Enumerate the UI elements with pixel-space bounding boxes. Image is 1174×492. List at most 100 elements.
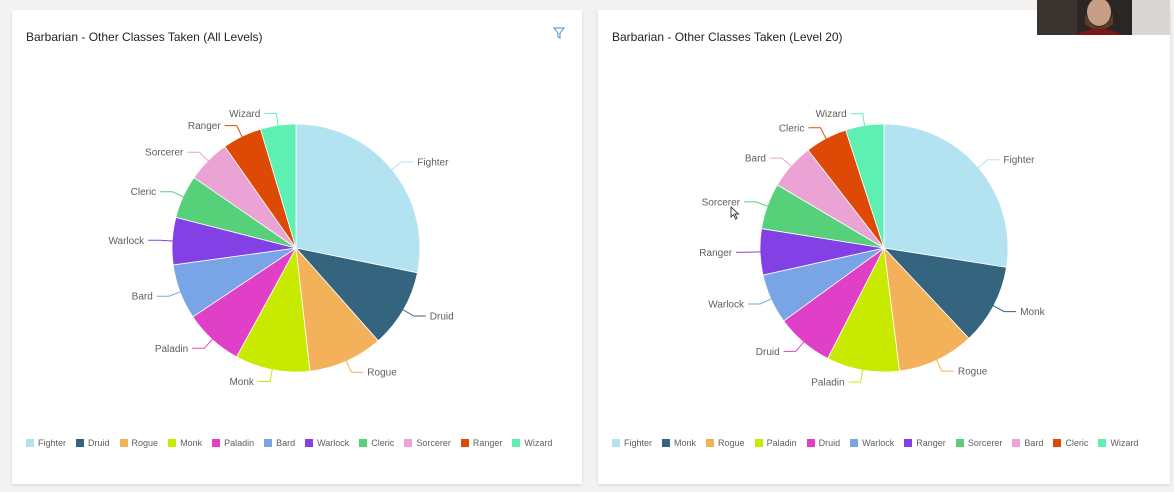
legend-item[interactable]: Warlock (305, 438, 349, 448)
legend-label: Bard (1024, 438, 1044, 448)
legend-item[interactable]: Warlock (850, 438, 894, 448)
slice-label: Druid (430, 312, 454, 323)
legend-item[interactable]: Druid (806, 438, 841, 448)
slice-label: Paladin (155, 344, 188, 355)
leader-line (156, 290, 183, 297)
webcam-video (1037, 0, 1170, 35)
legend-item[interactable]: Sorcerer (955, 438, 1003, 448)
leader-line (160, 191, 186, 198)
legend-label: Monk (674, 438, 697, 448)
legend-item[interactable]: Ranger (904, 438, 946, 448)
chart-legend: Fighter Monk Rogue Paladin Druid Warlock Range… (612, 436, 1148, 450)
legend-label: Sorcerer (967, 438, 1003, 448)
chart-panel-level-20[interactable]: Barbarian - Other Classes Taken (Level 2… (598, 10, 1170, 484)
leader-line (744, 201, 770, 208)
leader-line (148, 239, 175, 242)
legend-swatch (26, 439, 34, 447)
legend-item[interactable]: Wizard (1098, 438, 1138, 448)
legend-label: Fighter (38, 438, 67, 448)
webcam-overlay (1037, 0, 1170, 35)
legend-swatch (850, 439, 859, 447)
slice-label: Ranger (699, 248, 732, 259)
pie-chart: Fighter Druid Rogue Monk Paladin Bard Warlock C… (108, 109, 454, 388)
legend-item[interactable]: Rogue (706, 438, 745, 448)
legend-swatch (662, 439, 671, 447)
legend-label: Fighter (624, 438, 653, 448)
legend-swatch (76, 439, 85, 447)
slice-label: Fighter (1003, 155, 1035, 166)
legend-item[interactable]: Monk (168, 438, 202, 448)
slice-label: Cleric (779, 123, 805, 134)
legend-item[interactable]: Bard (264, 438, 295, 448)
legend-label: Rogue (718, 438, 745, 448)
legend-item[interactable]: Cleric (359, 438, 394, 448)
legend-item[interactable]: Bard (1012, 438, 1043, 448)
legend-item[interactable]: Ranger (460, 438, 502, 448)
legend-label: Druid (818, 438, 841, 448)
legend-label: Cleric (1065, 438, 1089, 448)
slice-label: Fighter (417, 158, 449, 169)
leader-line (345, 359, 364, 373)
leader-line (187, 151, 210, 163)
legend-item[interactable]: Druid (76, 438, 110, 448)
filter-icon[interactable] (552, 26, 566, 40)
legend-item[interactable]: Sorcerer (404, 438, 451, 448)
slice-label: Monk (229, 377, 254, 388)
legend-swatch (119, 439, 128, 447)
slice-label: Warlock (108, 236, 145, 247)
mouse-cursor-icon (730, 206, 740, 220)
legend-swatch (1053, 439, 1062, 447)
legend-swatch (168, 439, 177, 447)
legend-item[interactable]: Wizard (512, 438, 552, 448)
leader-line (224, 125, 244, 139)
leader-line (736, 251, 763, 253)
slice-label: Bard (745, 154, 766, 165)
legend-item[interactable]: Paladin (754, 438, 797, 448)
legend-label: Wizard (1110, 438, 1139, 448)
leader-line (192, 337, 214, 349)
legend-swatch (706, 439, 715, 447)
legend-label: Wizard (524, 438, 553, 448)
chart-legend: Fighter Druid Rogue Monk Paladin Bard Warlock C… (26, 436, 562, 450)
legend-swatch (904, 439, 913, 447)
slice-label: Wizard (229, 109, 260, 120)
legend-swatch (264, 439, 273, 447)
slice-label: Rogue (367, 368, 397, 379)
legend-swatch (955, 439, 964, 447)
pie-slice[interactable] (883, 123, 1009, 268)
leader-line (935, 358, 954, 372)
legend-item[interactable]: Fighter (612, 438, 652, 448)
chart-title: Barbarian - Other Classes Taken (All Lev… (26, 30, 263, 44)
legend-swatch (460, 439, 469, 447)
legend-item[interactable]: Monk (662, 438, 696, 448)
pie-slice[interactable] (295, 123, 421, 274)
legend-item[interactable]: Fighter (26, 438, 66, 448)
slice-label: Sorcerer (702, 197, 741, 208)
leader-line (257, 367, 274, 382)
legend-label: Druid (88, 438, 110, 448)
legend-item[interactable]: Rogue (119, 438, 159, 448)
legend-item[interactable]: Cleric (1053, 438, 1088, 448)
legend-label: Paladin (224, 438, 255, 448)
leader-line (390, 161, 414, 172)
legend-swatch (612, 439, 620, 447)
chart-panel-all-levels[interactable]: Barbarian - Other Classes Taken (All Lev… (12, 10, 582, 484)
legend-swatch (1098, 439, 1107, 447)
legend-swatch (806, 439, 815, 447)
legend-label: Ranger (916, 438, 946, 448)
legend-label: Rogue (131, 438, 159, 448)
leader-line (401, 308, 426, 317)
legend-item[interactable]: Paladin (212, 438, 254, 448)
slice-label: Druid (756, 347, 780, 358)
slice-label: Warlock (708, 300, 745, 311)
legend-swatch (212, 439, 221, 447)
leader-line (808, 127, 828, 141)
legend-label: Cleric (371, 438, 395, 448)
slice-label: Monk (1020, 307, 1045, 318)
legend-label: Bard (276, 438, 296, 448)
leader-line (976, 159, 1000, 170)
leader-line (783, 340, 806, 352)
leader-line (991, 304, 1017, 313)
leader-line (850, 113, 866, 128)
legend-label: Sorcerer (416, 438, 451, 448)
